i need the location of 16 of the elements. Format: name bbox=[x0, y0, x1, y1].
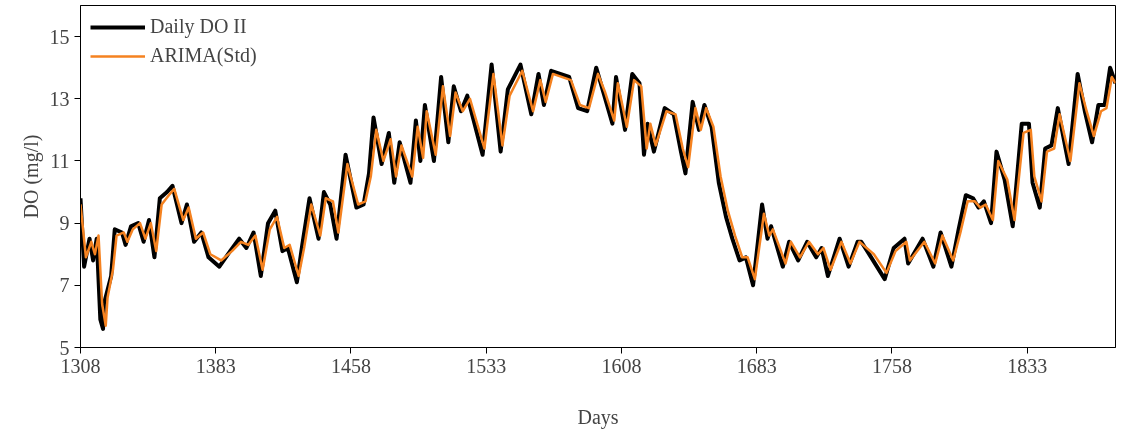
x-tick-label: 1608 bbox=[601, 354, 642, 377]
legend-label: ARIMA(Std) bbox=[150, 44, 257, 67]
y-tick-label: 9 bbox=[59, 212, 70, 235]
y-tick-label: 15 bbox=[49, 25, 70, 48]
y-tick-label: 11 bbox=[50, 149, 70, 172]
x-tick-label: 1458 bbox=[330, 354, 371, 377]
x-tick-label: 1833 bbox=[1007, 354, 1048, 377]
x-tick-label: 1683 bbox=[736, 354, 777, 377]
x-tick-label: 1383 bbox=[195, 354, 236, 377]
legend-label: Daily DO II bbox=[150, 15, 247, 38]
y-tick-label: 7 bbox=[59, 274, 70, 297]
y-tick-label: 13 bbox=[49, 87, 70, 110]
x-tick-label: 1533 bbox=[466, 354, 507, 377]
x-axis-title: Days bbox=[577, 405, 619, 429]
y-axis-title: DO (mg/l) bbox=[19, 134, 43, 219]
x-tick-label: 1758 bbox=[871, 354, 912, 377]
